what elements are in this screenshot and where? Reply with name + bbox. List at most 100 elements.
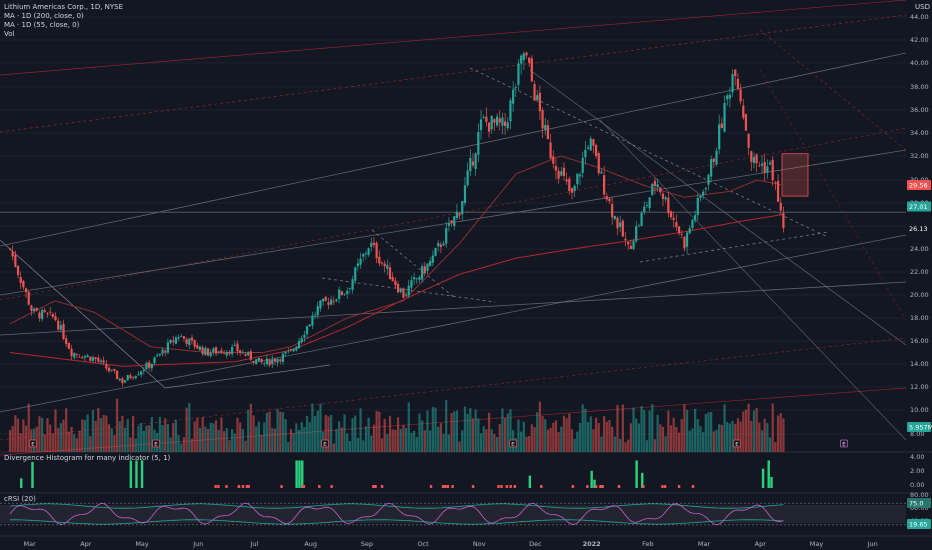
candle-body <box>501 117 504 126</box>
earnings-marker[interactable]: E <box>509 439 517 448</box>
ma55-line[interactable] <box>9 155 784 353</box>
div-tick-label: 0.00 <box>910 481 924 489</box>
volume-bar <box>702 432 705 452</box>
candle-body <box>466 170 469 186</box>
volume-bar <box>255 426 258 452</box>
volume-bar <box>742 411 745 452</box>
candle-body <box>570 188 574 193</box>
volume-bar <box>763 418 766 452</box>
volume-bar <box>123 427 127 452</box>
volume-bar <box>562 415 566 452</box>
volume-bar <box>715 429 718 452</box>
trend-line[interactable] <box>0 239 166 389</box>
crsi-pane-title[interactable]: cRSI (20) <box>4 495 36 503</box>
ma200-legend[interactable]: MA · 1D (200, close, 0) <box>4 12 84 20</box>
trend-line[interactable] <box>759 29 907 151</box>
trend-line[interactable] <box>0 149 907 296</box>
divergence-bar-bear <box>509 485 512 488</box>
volume-bar <box>463 406 467 452</box>
candle-body <box>755 154 758 164</box>
trend-line[interactable] <box>759 69 907 321</box>
volume-bar <box>11 426 14 452</box>
candle-body <box>308 324 311 327</box>
candle-body <box>747 133 750 148</box>
crsi-value-badge-box <box>907 519 931 529</box>
time-axis[interactable]: Mar Apr May Jun Jul Aug Sep Oct Nov Dec 2022 Feb Mar… <box>24 540 878 548</box>
trend-line[interactable] <box>639 231 829 263</box>
trend-line[interactable] <box>164 364 331 389</box>
earnings-marker[interactable]: E <box>152 439 160 448</box>
volume-bar <box>645 440 649 452</box>
candle-body <box>137 374 140 376</box>
range-box[interactable] <box>781 153 809 197</box>
candle-body <box>148 362 151 368</box>
volume-bar <box>544 419 547 452</box>
candle-body <box>752 157 756 164</box>
trend-line[interactable] <box>0 234 907 413</box>
candle-body <box>220 350 223 354</box>
candle-body <box>118 378 121 381</box>
divergence-bar-bear <box>330 485 333 488</box>
volume-bar <box>303 427 306 452</box>
trend-line[interactable] <box>529 69 907 346</box>
candle-body <box>530 58 533 82</box>
candle-body <box>316 306 319 316</box>
earnings-marker[interactable]: E <box>29 439 37 448</box>
volume-bar <box>421 420 424 452</box>
trend-line[interactable] <box>0 0 907 76</box>
volume-bar <box>91 409 95 452</box>
volume-bar <box>549 427 552 452</box>
volume-bar <box>206 428 210 452</box>
trend-line[interactable] <box>599 119 907 441</box>
ma55-legend[interactable]: MA · 1D (55, close, 0) <box>4 21 80 29</box>
crsi-line[interactable] <box>9 502 784 526</box>
candle-body <box>367 248 370 255</box>
symbol-title[interactable]: Lithium Americas Corp., 1D, NYSE <box>4 3 124 11</box>
trend-line[interactable] <box>0 14 907 133</box>
candle-body <box>292 349 295 352</box>
earnings-marker-box <box>321 439 329 448</box>
volume-bar <box>222 431 226 452</box>
volume-bar <box>619 438 622 452</box>
trend-line[interactable] <box>0 281 907 336</box>
volume-bar <box>351 418 354 452</box>
volume-bar <box>541 416 544 452</box>
candle-body <box>231 346 234 355</box>
divergence-bar-bear <box>661 485 664 488</box>
divergence-bar-bear <box>617 485 621 488</box>
trend-line[interactable] <box>0 127 907 301</box>
volume-bar <box>726 421 729 452</box>
earnings-marker[interactable]: E <box>733 439 741 448</box>
candle-body <box>552 156 555 164</box>
volume-bar <box>404 428 408 452</box>
trend-line[interactable] <box>321 277 496 303</box>
volume-bar <box>140 422 143 452</box>
divergence-pane-title[interactable]: Divergence Histogram for many indicator … <box>4 454 171 462</box>
candle-body <box>121 378 124 384</box>
candle-body <box>742 105 745 118</box>
candle-body <box>180 336 183 337</box>
volume-bar <box>75 438 79 452</box>
ma55-badge-text: 29.56 <box>909 182 928 190</box>
volume-bar <box>589 416 592 452</box>
divergence-bar-bear <box>301 485 305 488</box>
candle-body <box>718 124 721 150</box>
volume-legend[interactable]: Vol <box>4 30 15 38</box>
earnings-marker[interactable]: E <box>840 439 848 448</box>
trend-line[interactable] <box>0 52 907 247</box>
volume-bar <box>723 404 726 452</box>
volume-bar <box>327 416 330 452</box>
candle-body <box>359 258 362 265</box>
volume-bar <box>54 409 57 452</box>
divergence-bar <box>298 460 301 488</box>
candle-body <box>30 305 33 311</box>
candle-body <box>166 342 169 353</box>
last-price-badge: 26.13 <box>907 223 931 234</box>
candle-body <box>279 359 282 362</box>
earnings-marker[interactable]: E <box>321 439 329 448</box>
volume-bar <box>107 424 111 452</box>
volume-bar <box>616 404 619 452</box>
candle-body <box>134 376 137 379</box>
